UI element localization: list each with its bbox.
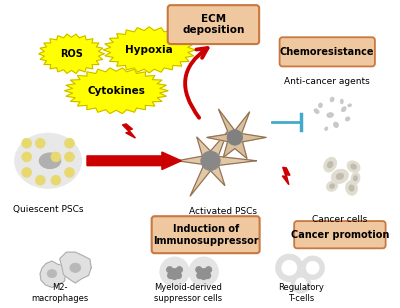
Circle shape	[206, 267, 212, 273]
Text: Cytokines: Cytokines	[87, 86, 145, 96]
Ellipse shape	[331, 169, 348, 183]
Circle shape	[172, 269, 178, 275]
Polygon shape	[103, 27, 195, 73]
Circle shape	[172, 274, 178, 279]
Ellipse shape	[354, 176, 357, 180]
Text: Quiescent PSCs: Quiescent PSCs	[13, 205, 83, 213]
Circle shape	[205, 273, 210, 278]
Circle shape	[176, 267, 182, 273]
Ellipse shape	[341, 107, 346, 112]
Ellipse shape	[39, 153, 61, 168]
Ellipse shape	[334, 122, 338, 128]
Text: Hypoxia: Hypoxia	[125, 45, 173, 55]
Ellipse shape	[326, 181, 338, 191]
Circle shape	[296, 278, 306, 289]
Polygon shape	[64, 68, 168, 114]
Circle shape	[282, 260, 297, 275]
Ellipse shape	[351, 172, 360, 184]
Text: Anti-cancer agents: Anti-cancer agents	[284, 76, 370, 86]
Ellipse shape	[324, 157, 336, 172]
Circle shape	[168, 273, 174, 278]
Text: Cancer cells: Cancer cells	[312, 215, 368, 224]
Ellipse shape	[348, 104, 352, 107]
Ellipse shape	[65, 168, 74, 177]
Text: Cancer promotion: Cancer promotion	[291, 230, 389, 240]
Circle shape	[291, 274, 311, 293]
Polygon shape	[282, 167, 290, 185]
Circle shape	[201, 151, 220, 171]
Circle shape	[306, 261, 319, 274]
Circle shape	[276, 254, 303, 282]
Circle shape	[176, 273, 181, 278]
Ellipse shape	[22, 152, 32, 162]
Polygon shape	[122, 124, 136, 138]
Ellipse shape	[15, 134, 81, 188]
Ellipse shape	[349, 185, 354, 191]
FancyBboxPatch shape	[152, 216, 260, 253]
Ellipse shape	[346, 181, 358, 195]
Circle shape	[201, 274, 207, 279]
Ellipse shape	[330, 97, 334, 102]
Ellipse shape	[327, 113, 334, 118]
Text: ROS: ROS	[60, 49, 83, 59]
FancyBboxPatch shape	[280, 37, 375, 67]
Circle shape	[227, 130, 243, 145]
Text: Regulatory
T-cells: Regulatory T-cells	[278, 283, 324, 303]
Text: Chemoresistance: Chemoresistance	[280, 47, 374, 57]
FancyBboxPatch shape	[294, 221, 386, 248]
Ellipse shape	[22, 138, 32, 148]
Ellipse shape	[70, 263, 81, 273]
Circle shape	[196, 267, 202, 273]
Polygon shape	[60, 252, 91, 283]
Polygon shape	[87, 152, 181, 169]
Ellipse shape	[345, 117, 350, 121]
Ellipse shape	[314, 109, 319, 114]
Text: M2-
macrophages: M2- macrophages	[31, 283, 88, 303]
Text: ECM
deposition: ECM deposition	[182, 14, 245, 35]
Text: Activated PSCs: Activated PSCs	[189, 208, 257, 217]
Ellipse shape	[36, 175, 45, 185]
Circle shape	[189, 257, 218, 286]
Ellipse shape	[318, 103, 322, 108]
Ellipse shape	[51, 175, 61, 185]
Ellipse shape	[351, 164, 356, 169]
Polygon shape	[39, 34, 104, 73]
Ellipse shape	[340, 99, 343, 104]
Circle shape	[197, 273, 203, 278]
Polygon shape	[177, 132, 256, 196]
Ellipse shape	[65, 152, 74, 162]
Ellipse shape	[328, 162, 333, 168]
Text: Induction of
Immunosuppressor: Induction of Immunosuppressor	[153, 224, 258, 245]
Circle shape	[160, 257, 189, 286]
Ellipse shape	[330, 184, 334, 188]
Ellipse shape	[51, 152, 61, 162]
Text: Myeloid-derived
suppressor cells: Myeloid-derived suppressor cells	[154, 283, 222, 303]
Circle shape	[301, 256, 324, 279]
Ellipse shape	[36, 138, 45, 148]
Ellipse shape	[347, 161, 360, 172]
FancyBboxPatch shape	[168, 5, 259, 44]
Polygon shape	[40, 261, 65, 287]
Circle shape	[167, 267, 172, 273]
Ellipse shape	[47, 270, 57, 278]
Circle shape	[201, 269, 207, 275]
Ellipse shape	[22, 168, 32, 177]
Polygon shape	[207, 109, 266, 159]
Ellipse shape	[336, 173, 343, 179]
Ellipse shape	[65, 138, 74, 148]
Ellipse shape	[325, 127, 328, 131]
